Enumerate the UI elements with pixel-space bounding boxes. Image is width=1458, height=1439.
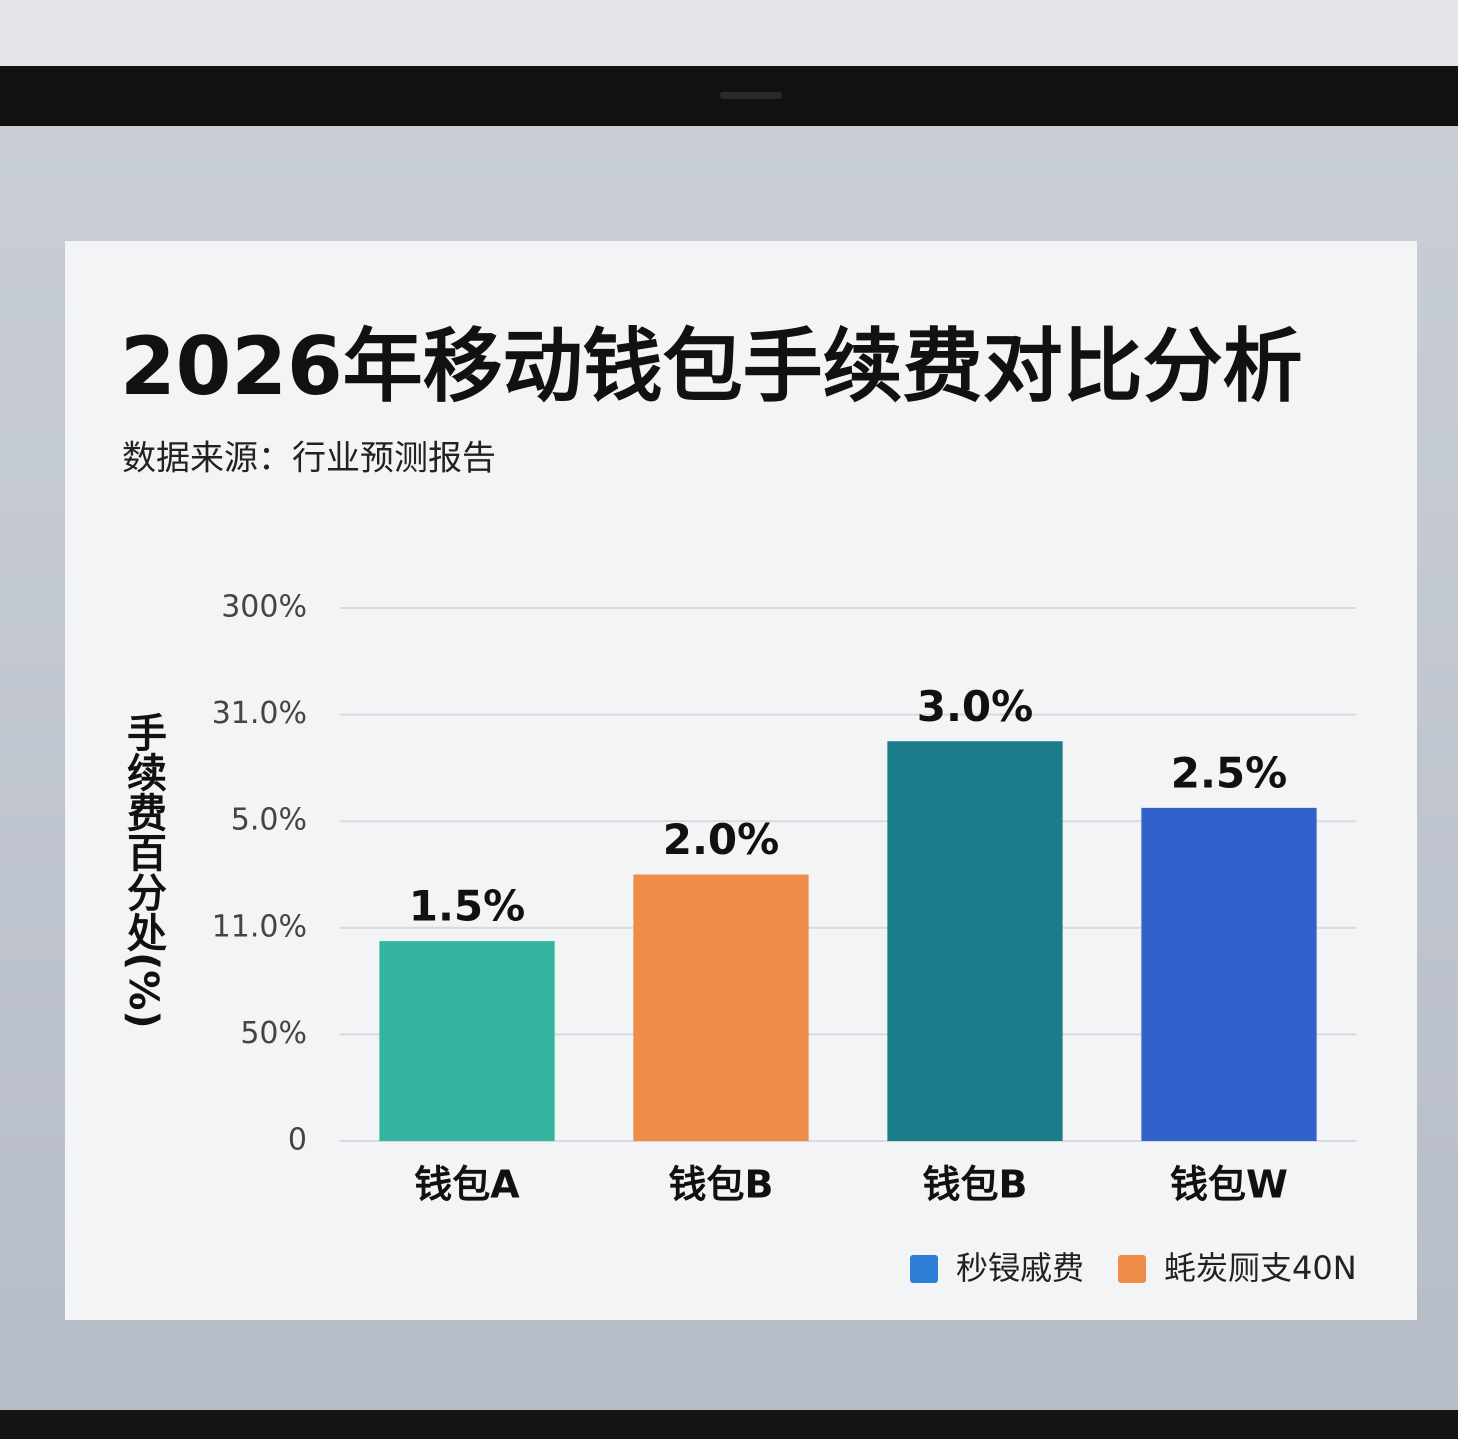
- y-axis-label: 手续费百分处(%): [120, 712, 167, 1029]
- y-tick-label: 31.0%: [212, 696, 307, 731]
- y-tick-label: 5.0%: [231, 803, 307, 838]
- y-tick-label: 11.0%: [212, 909, 307, 944]
- x-tick-label: 钱包B: [669, 1163, 774, 1207]
- wall: [0, 0, 1458, 66]
- bar: [887, 741, 1063, 1141]
- legend-swatch: [1118, 1255, 1147, 1283]
- data-label: 2.0%: [663, 815, 779, 864]
- y-tick-label: 300%: [221, 590, 307, 625]
- legend-label: 秒锓戚费: [956, 1249, 1084, 1287]
- legend-label: 蚝炭厕支40N: [1164, 1249, 1357, 1287]
- y-tick-label: 0: [288, 1123, 307, 1158]
- bezel-bottom: [0, 1410, 1458, 1439]
- bar: [1141, 807, 1317, 1141]
- data-label: 1.5%: [409, 882, 525, 931]
- x-tick-label: 钱包A: [414, 1163, 520, 1207]
- data-label: 3.0%: [917, 682, 1033, 731]
- bar: [633, 874, 809, 1141]
- legend-swatch: [910, 1255, 938, 1283]
- chart-title: 2026年移动钱包手续费对比分析: [120, 320, 1303, 413]
- x-tick-label: 钱包B: [923, 1163, 1028, 1207]
- y-tick-label: 50%: [240, 1016, 307, 1051]
- camera: [720, 92, 782, 99]
- bar: [379, 941, 555, 1141]
- data-label: 2.5%: [1171, 748, 1287, 797]
- x-tick-label: 钱包W: [1170, 1163, 1288, 1207]
- chart-subtitle: 数据来源：行业预测报告: [122, 439, 496, 479]
